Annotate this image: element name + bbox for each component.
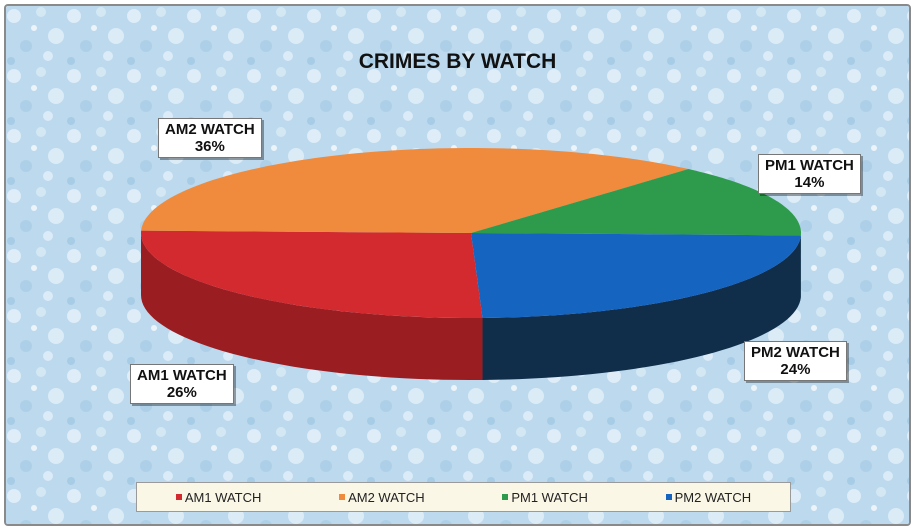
slice-label-pm1-value: 14% <box>794 174 825 191</box>
legend-label-pm1: PM1 WATCH <box>511 489 588 505</box>
slice-top-pm1 <box>471 169 801 236</box>
pie-3d <box>141 148 801 380</box>
chart-legend: AM1 WATCH AM2 WATCH PM1 WATCH PM2 WATCH <box>136 482 791 512</box>
legend-item-pm2: PM2 WATCH <box>665 489 752 505</box>
slice-label-pm1-name: PM1 WATCH <box>765 157 854 174</box>
chart-canvas <box>6 6 909 524</box>
legend-item-am1: AM1 WATCH <box>175 489 262 505</box>
slice-top-am1 <box>141 230 483 318</box>
legend-swatch-am2 <box>339 494 346 500</box>
slice-label-am1: AM1 WATCH 26% <box>130 364 234 404</box>
slice-label-am1-name: AM1 WATCH <box>137 367 227 384</box>
slice-side-pm2 <box>482 235 801 380</box>
slice-label-pm2: PM2 WATCH 24% <box>744 341 847 381</box>
legend-label-am1: AM1 WATCH <box>184 489 262 505</box>
legend-swatch-am1 <box>175 494 182 500</box>
slice-label-pm2-name: PM2 WATCH <box>751 344 840 361</box>
slice-label-am2-name: AM2 WATCH <box>165 121 255 138</box>
legend-item-am2: AM2 WATCH <box>339 490 425 505</box>
slice-label-am2-value: 36% <box>194 138 225 155</box>
slice-top-am2 <box>141 148 689 233</box>
slice-side-am1 <box>141 233 483 380</box>
slice-label-pm1: PM1 WATCH 14% <box>758 154 861 194</box>
slice-label-am2: AM2 WATCH 36% <box>158 118 262 158</box>
chart-title: CRIMES BY WATCH <box>358 50 557 73</box>
legend-swatch-pm2 <box>665 494 672 500</box>
chart-frame: CRIMES BY WATCH AM2 WATCH 36% PM1 WATCH … <box>4 4 911 526</box>
legend-label-am2: AM2 WATCH <box>348 489 425 505</box>
legend-swatch-pm1 <box>502 494 509 500</box>
slice-label-am1-value: 26% <box>166 384 197 401</box>
legend-label-pm2: PM2 WATCH <box>674 489 752 505</box>
legend-item-pm1: PM1 WATCH <box>502 490 588 505</box>
slice-top-pm2 <box>471 233 801 318</box>
slice-label-pm2-value: 24% <box>780 361 811 378</box>
